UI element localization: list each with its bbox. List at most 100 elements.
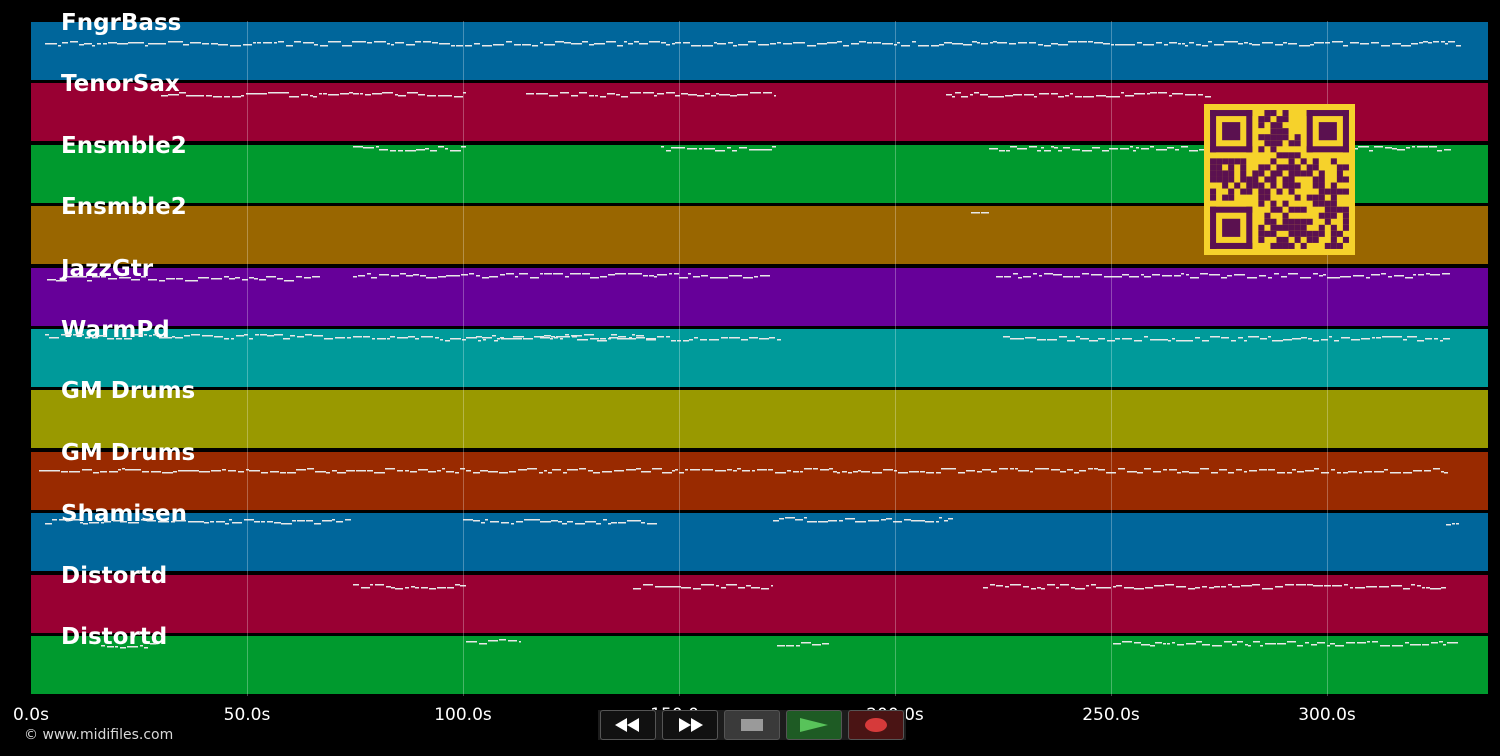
note-mark bbox=[845, 518, 855, 520]
note-mark bbox=[657, 274, 667, 276]
note-mark bbox=[1227, 275, 1232, 277]
note-mark bbox=[1150, 339, 1157, 341]
stop-button[interactable] bbox=[724, 710, 780, 740]
note-mark bbox=[584, 334, 594, 336]
note-mark bbox=[1150, 645, 1155, 647]
note-mark bbox=[675, 42, 681, 44]
note-mark bbox=[1419, 42, 1423, 44]
qr-module bbox=[1270, 122, 1277, 129]
note-mark bbox=[671, 147, 676, 149]
note-mark bbox=[488, 640, 498, 642]
track-lane[interactable]: GM Drums bbox=[31, 440, 1488, 510]
note-mark bbox=[681, 587, 691, 589]
note-mark bbox=[236, 335, 244, 337]
qr-module bbox=[1264, 218, 1271, 225]
qr-module bbox=[1288, 182, 1295, 189]
note-mark bbox=[199, 471, 210, 473]
track-lane[interactable]: WarmPd bbox=[31, 317, 1488, 387]
note-mark bbox=[1305, 470, 1314, 472]
note-mark bbox=[963, 44, 972, 46]
note-mark bbox=[473, 472, 480, 474]
note-mark bbox=[539, 472, 543, 474]
qr-module bbox=[1222, 158, 1229, 165]
note-mark bbox=[675, 95, 680, 97]
note-mark bbox=[524, 519, 529, 521]
note-mark bbox=[232, 522, 242, 524]
note-mark bbox=[1047, 339, 1057, 341]
qr-module bbox=[1336, 242, 1343, 249]
note-mark bbox=[1313, 585, 1323, 587]
rewind-button[interactable] bbox=[600, 710, 656, 740]
note-mark bbox=[1237, 641, 1243, 643]
note-mark bbox=[1147, 93, 1150, 95]
note-mark bbox=[898, 472, 908, 474]
note-mark bbox=[1063, 276, 1069, 278]
note-mark bbox=[1367, 641, 1370, 643]
note-mark bbox=[501, 522, 509, 524]
note-mark bbox=[1096, 587, 1106, 589]
note-mark bbox=[1232, 586, 1240, 588]
note-mark bbox=[1331, 469, 1335, 471]
note-mark bbox=[1088, 468, 1093, 470]
track-lane[interactable]: GM Drums bbox=[31, 378, 1488, 448]
note-strip bbox=[45, 517, 1459, 526]
note-mark bbox=[1010, 338, 1020, 340]
track-lane[interactable]: Shamisen bbox=[31, 501, 1488, 571]
qr-module bbox=[1228, 170, 1235, 177]
note-mark bbox=[195, 280, 198, 282]
note-mark bbox=[1202, 340, 1209, 342]
note-mark bbox=[948, 518, 953, 520]
note-mark bbox=[693, 588, 701, 590]
note-mark bbox=[1437, 150, 1442, 152]
note-mark bbox=[500, 274, 505, 276]
note-mark bbox=[649, 275, 654, 277]
note-mark bbox=[1281, 276, 1287, 278]
note-mark bbox=[326, 472, 330, 474]
note-mark bbox=[378, 41, 386, 43]
note-mark bbox=[1044, 150, 1051, 152]
fast-forward-button[interactable] bbox=[662, 710, 718, 740]
note-mark bbox=[499, 639, 503, 641]
qr-module bbox=[1288, 140, 1295, 147]
note-mark bbox=[310, 95, 313, 97]
note-mark bbox=[519, 273, 523, 275]
note-mark bbox=[717, 277, 728, 279]
note-mark bbox=[999, 150, 1005, 152]
note-mark bbox=[532, 45, 538, 47]
note-mark bbox=[1221, 277, 1227, 279]
note-mark bbox=[176, 41, 183, 43]
note-mark bbox=[766, 149, 772, 151]
track-lane[interactable]: FngrBass bbox=[31, 10, 1488, 80]
note-mark bbox=[398, 150, 403, 152]
qr-module bbox=[1258, 134, 1265, 141]
note-mark bbox=[1259, 275, 1266, 277]
track-lane[interactable]: JazzGtr bbox=[31, 256, 1488, 326]
note-mark bbox=[358, 275, 365, 277]
track-name: GM Drums bbox=[61, 440, 196, 466]
note-mark bbox=[611, 522, 617, 524]
qr-module bbox=[1276, 164, 1283, 171]
note-mark bbox=[1051, 93, 1058, 95]
note-mark bbox=[1063, 147, 1070, 149]
note-mark bbox=[1343, 45, 1348, 47]
note-mark bbox=[1332, 41, 1343, 43]
qr-module bbox=[1282, 212, 1289, 219]
note-mark bbox=[39, 470, 50, 472]
note-mark bbox=[1394, 275, 1404, 277]
note-mark bbox=[1122, 338, 1126, 340]
note-mark bbox=[1096, 95, 1106, 97]
stop-icon bbox=[741, 719, 763, 731]
note-mark bbox=[980, 94, 988, 96]
note-mark bbox=[1388, 276, 1392, 278]
note-mark bbox=[1441, 41, 1445, 43]
note-mark bbox=[1292, 469, 1296, 471]
note-mark bbox=[463, 519, 473, 521]
track-lane[interactable]: Distortd bbox=[31, 563, 1488, 633]
note-mark bbox=[549, 95, 558, 97]
record-button[interactable] bbox=[848, 710, 904, 740]
play-button[interactable] bbox=[786, 710, 842, 740]
note-mark bbox=[249, 338, 253, 340]
track-lane[interactable]: Distortd bbox=[31, 624, 1488, 694]
note-mark bbox=[1190, 277, 1199, 279]
note-mark bbox=[460, 468, 465, 470]
